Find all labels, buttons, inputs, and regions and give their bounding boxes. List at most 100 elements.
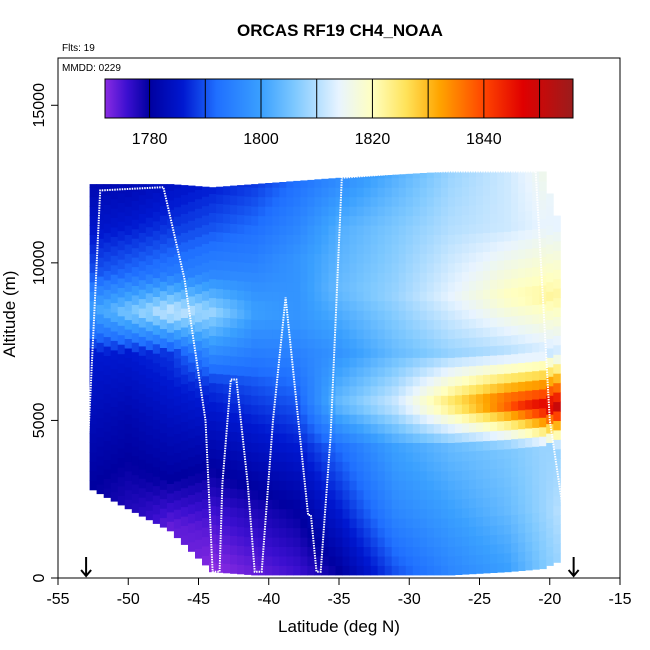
heatmap-cell — [159, 234, 168, 244]
heatmap-cell — [117, 344, 126, 355]
heatmap-cell — [300, 376, 308, 387]
heatmap-cell — [321, 565, 329, 576]
heatmap-cell — [300, 499, 308, 510]
heatmap-cell — [195, 227, 203, 238]
heatmap-cell — [518, 201, 526, 212]
heatmap-cell — [286, 508, 294, 519]
heatmap-cell — [110, 226, 119, 237]
heatmap-cell — [159, 394, 168, 405]
heatmap-cell — [539, 521, 547, 532]
heatmap-cell — [532, 465, 540, 476]
heatmap-cell — [321, 385, 329, 396]
heatmap-cell — [335, 177, 343, 188]
heatmap-cell — [447, 171, 456, 179]
heatmap-cell — [251, 518, 259, 529]
heatmap-cell — [188, 381, 196, 391]
heatmap-cell — [335, 338, 343, 349]
heatmap-cell — [131, 455, 140, 466]
heatmap-cell — [342, 196, 350, 207]
heatmap-cell — [300, 310, 308, 321]
heatmap-cell — [286, 518, 294, 529]
heatmap-cell — [518, 513, 526, 524]
heatmap-cell — [293, 329, 301, 339]
heatmap-cell — [377, 404, 386, 415]
heatmap-cell — [363, 451, 372, 462]
heatmap-cell — [131, 408, 140, 419]
heatmap-cell — [279, 281, 287, 292]
heatmap-cell — [230, 403, 238, 414]
heatmap-cell — [490, 468, 498, 479]
heatmap-cell — [307, 395, 315, 406]
heatmap-cell — [237, 205, 245, 216]
heatmap-cell — [131, 190, 140, 201]
heatmap-cell — [202, 309, 210, 320]
heatmap-cell — [546, 310, 554, 321]
heatmap-cell — [110, 453, 119, 464]
heatmap-cell — [321, 555, 329, 566]
heatmap-cell — [461, 403, 470, 414]
heatmap-cell — [173, 471, 182, 482]
heatmap-cell — [370, 451, 379, 462]
heatmap-cell — [546, 555, 554, 566]
heatmap-cell — [300, 262, 308, 273]
heatmap-cell — [539, 228, 547, 239]
heatmap-cell — [202, 375, 210, 386]
heatmap-cell — [476, 280, 484, 291]
heatmap-cell — [469, 535, 477, 546]
heatmap-cell — [412, 442, 421, 453]
heatmap-cell — [377, 338, 386, 349]
heatmap-cell — [173, 206, 182, 217]
heatmap-cell — [314, 319, 322, 330]
heatmap-cell — [321, 489, 329, 500]
heatmap-cell — [483, 242, 491, 252]
heatmap-cell — [209, 363, 217, 374]
heatmap-cell — [230, 185, 238, 196]
heatmap-cell — [370, 272, 379, 283]
heatmap-cell — [440, 225, 449, 235]
heatmap-cell — [426, 470, 435, 481]
heatmap-cell — [251, 414, 259, 425]
heatmap-cell — [314, 366, 322, 377]
heatmap-cell — [384, 225, 393, 235]
heatmap-cell — [426, 385, 435, 396]
heatmap-cell — [433, 480, 442, 491]
heatmap-cell — [518, 249, 526, 259]
heatmap-cell — [307, 300, 315, 311]
heatmap-cell — [532, 361, 540, 372]
heatmap-cell — [244, 338, 252, 348]
heatmap-cell — [497, 231, 505, 242]
heatmap-cell — [398, 225, 407, 235]
heatmap-cell — [483, 459, 491, 470]
heatmap-cell — [426, 206, 435, 217]
heatmap-cell — [391, 555, 400, 566]
heatmap-cell — [412, 234, 421, 245]
heatmap-cell — [237, 554, 245, 565]
heatmap-cell — [328, 565, 336, 576]
heatmap-cell — [518, 171, 526, 174]
heatmap-cell — [251, 527, 259, 538]
heatmap-cell — [426, 414, 435, 425]
heatmap-cell — [173, 405, 182, 416]
heatmap-cell — [265, 291, 273, 302]
heatmap-cell — [511, 391, 519, 402]
heatmap-cell — [237, 498, 245, 509]
heatmap-cell — [96, 389, 105, 400]
heatmap-cell — [293, 319, 301, 330]
heatmap-cell — [518, 343, 526, 354]
heatmap-cell — [209, 278, 217, 289]
heatmap-cell — [124, 196, 133, 207]
heatmap-cell — [110, 397, 119, 408]
heatmap-cell — [286, 225, 294, 235]
heatmap-cell — [258, 489, 266, 500]
heatmap-cell — [103, 232, 112, 243]
heatmap-cell — [356, 357, 365, 368]
heatmap-cell — [553, 382, 561, 393]
heatmap-cell — [103, 279, 112, 290]
heatmap-cell — [539, 436, 547, 447]
heatmap-cell — [223, 260, 231, 271]
heatmap-cell — [89, 442, 98, 453]
heatmap-cell — [546, 291, 554, 302]
heatmap-cell — [159, 413, 168, 424]
heatmap-cell — [370, 395, 379, 406]
heatmap-cell — [279, 234, 287, 245]
